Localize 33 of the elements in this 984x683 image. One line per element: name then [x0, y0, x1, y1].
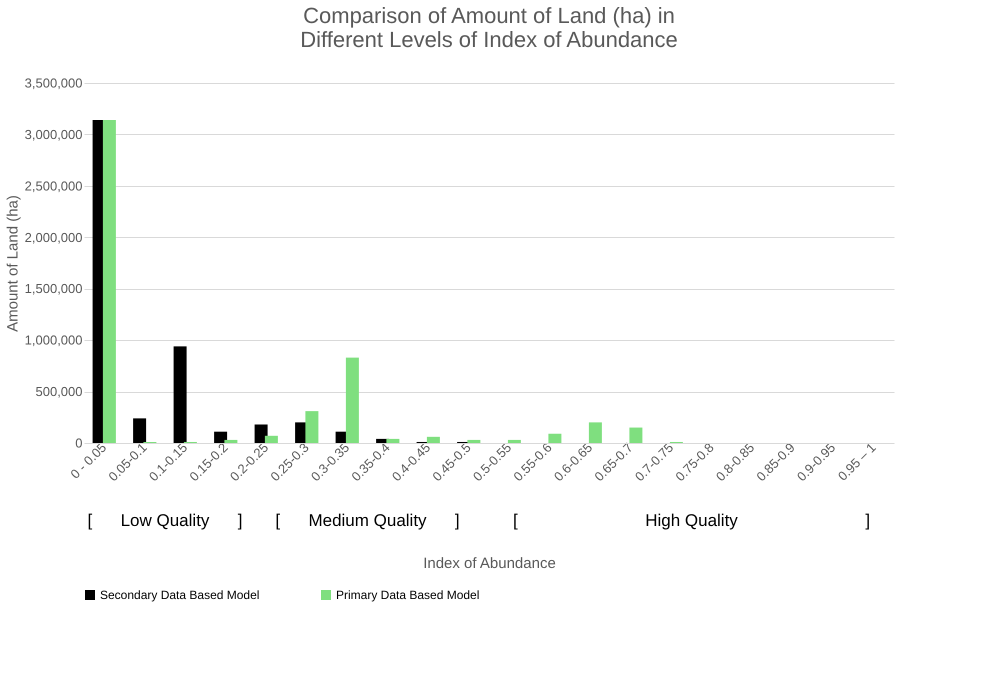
y-tick-label: 2,500,000 [24, 178, 82, 194]
bar [224, 440, 238, 443]
bar [305, 411, 318, 443]
bar [264, 436, 278, 443]
legend-label: Secondary Data Based Model [100, 588, 260, 602]
y-tick-label: 500,000 [36, 384, 82, 400]
legend-label: Primary Data Based Model [336, 588, 480, 602]
bar [508, 440, 521, 443]
chart-title: Comparison of Amount of Land (ha) in Different Levels of Index of Abundance [300, 3, 678, 52]
bar [102, 120, 116, 443]
y-tick-label: 3,500,000 [24, 76, 82, 90]
bar [254, 424, 268, 443]
bar [133, 418, 146, 443]
bar [548, 434, 562, 443]
bar [346, 358, 359, 443]
bar [426, 436, 440, 443]
bar [214, 432, 228, 443]
y-axis-title: Amount of Land (ha) [4, 195, 22, 332]
y-tick-label: 3,000,000 [24, 126, 82, 142]
y-tick-label: 1,500,000 [24, 281, 82, 296]
bar [386, 438, 400, 443]
bar [588, 422, 602, 443]
text: [ High Quality ] [512, 511, 870, 530]
text: [ Medium Quality ] [275, 511, 460, 530]
y-tick-label: 2,000,000 [24, 230, 82, 245]
bar [174, 346, 187, 443]
y-tick-label: 1,000,000 [24, 332, 82, 348]
bar [467, 440, 480, 443]
y-tick-label: 0 [75, 436, 82, 450]
x-tick-label: 0.95 – 1 [834, 440, 879, 484]
x-axis-title: Index of Abundance [423, 555, 556, 572]
text: [ Low Quality ] [88, 511, 242, 530]
bar [629, 428, 642, 443]
